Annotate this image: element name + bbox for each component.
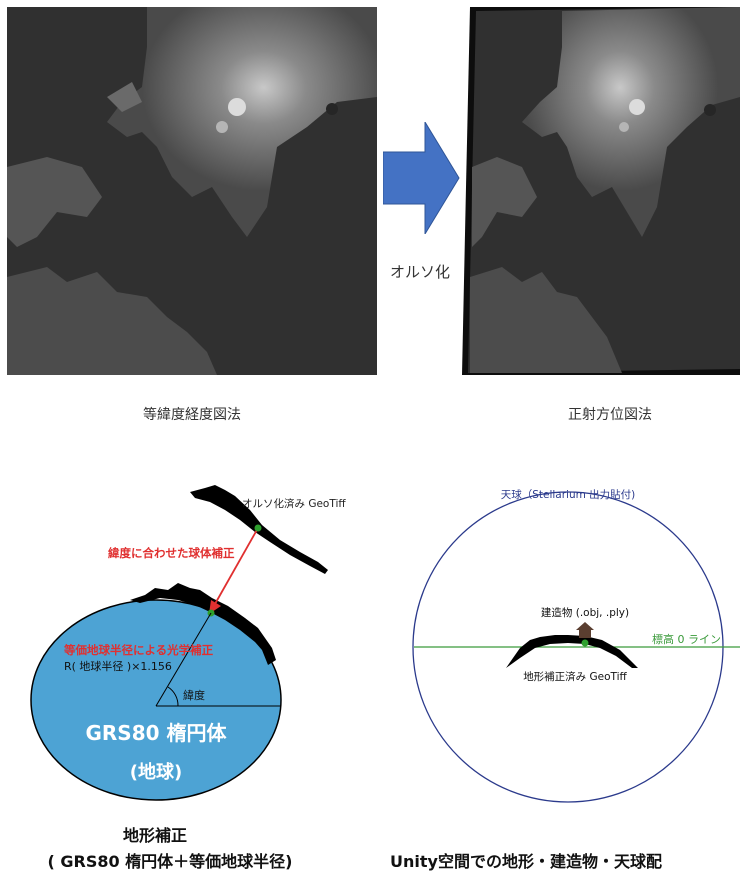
ellipsoid-name: GRS80 楕円体 xyxy=(85,721,227,745)
elevation-label: 標高 0 ライン xyxy=(652,632,721,646)
unity-scene-diagram: 天球（Stellarium 出力貼付) 建造物 (.obj, .ply) 標高 … xyxy=(412,488,740,803)
ortho-arrow-label: オルソ化 xyxy=(389,263,450,281)
radius-formula: R( 地球半径 )×1.156 xyxy=(64,659,172,673)
optical-correction-label: 等価地球半径による光学補正 xyxy=(63,643,214,657)
grs80-ellipsoid xyxy=(30,599,282,801)
ellipsoid-terrain xyxy=(130,583,276,665)
terrain-geotiff-label: 地形補正済み GeoTiff xyxy=(523,670,627,683)
dem-terrain-left xyxy=(7,7,377,375)
building-icon xyxy=(576,622,594,638)
equirectangular-caption: 等緯度経度図法 xyxy=(143,407,241,423)
unity-scene-caption: Unity空間での地形・建造物・天球配 xyxy=(390,852,662,871)
ellipsoid-sub: (地球) xyxy=(130,761,182,783)
azimuthal-dem-image xyxy=(462,7,740,375)
corrected-terrain xyxy=(506,635,638,668)
equirectangular-dem-image xyxy=(7,7,377,375)
latitude-label: 緯度 xyxy=(183,688,205,702)
geotiff-label: オルソ化済み GeoTiff xyxy=(242,497,346,510)
sphere-correction-label: 緯度に合わせた球体補正 xyxy=(108,546,235,560)
sky-label: 天球（Stellarium 出力貼付) xyxy=(501,488,636,501)
ortho-transform-arrow xyxy=(383,122,460,234)
dem-terrain-right xyxy=(462,7,740,375)
terrain-correction-diagram: オルソ化済み GeoTiff 緯度に合わせた球体補正 等価地球半径による光学補正… xyxy=(30,485,346,801)
terrain-correction-caption-2: ( GRS80 楕円体＋等価地球半径) xyxy=(47,852,293,871)
building-label: 建造物 (.obj, .ply) xyxy=(541,606,629,619)
terrain-correction-caption-1: 地形補正 xyxy=(122,826,187,845)
azimuthal-caption: 正射方位図法 xyxy=(568,407,652,423)
